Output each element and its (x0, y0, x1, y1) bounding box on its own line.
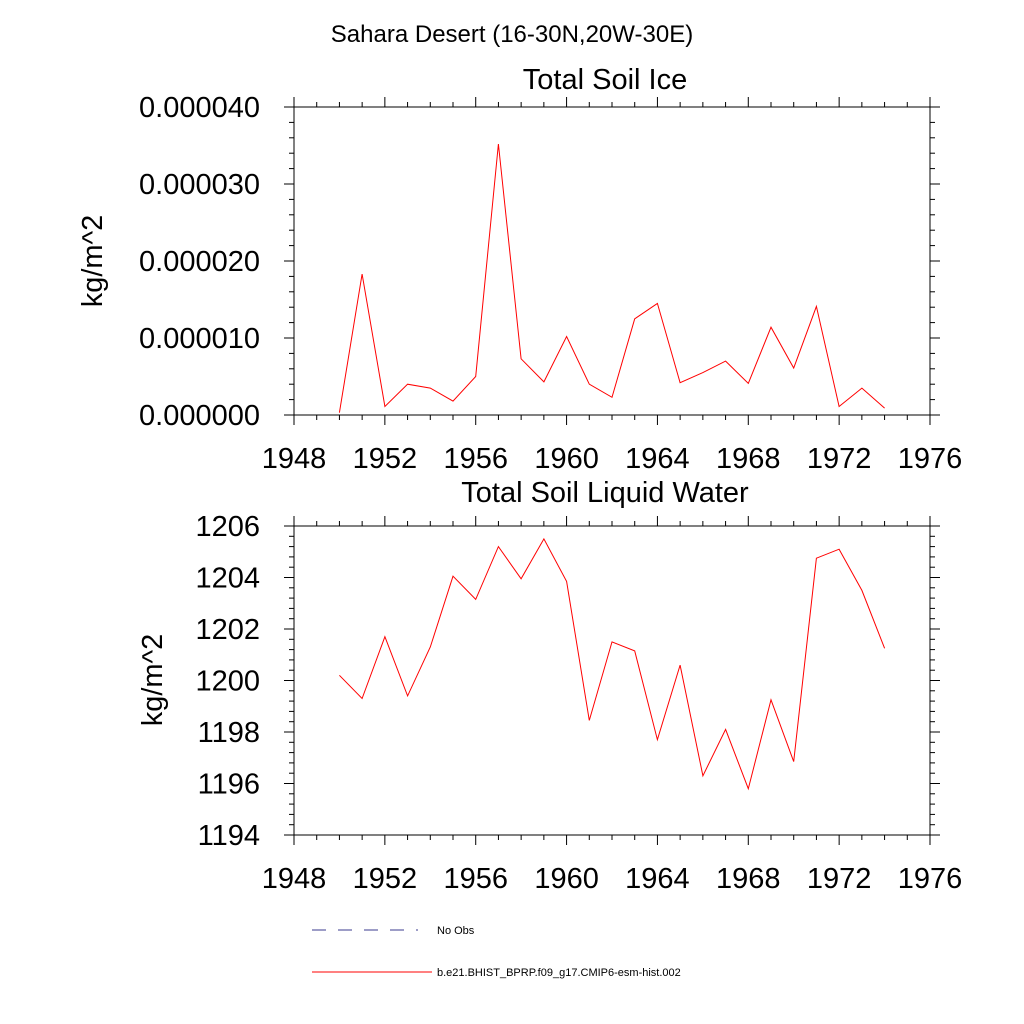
y-tick-label: 1204 (195, 563, 260, 595)
panel-title: Total Soil Ice (523, 64, 687, 96)
x-tick-label: 1960 (534, 443, 599, 475)
plot-frame (293, 525, 931, 836)
y-tick-label: 1196 (198, 769, 260, 801)
panel-total-soil-liquid-water: Total Soil Liquid Water kg/m^2 1948 1952 1… (137, 477, 962, 895)
x-tick-label: 1964 (625, 863, 690, 895)
y-axis-label: kg/m^2 (137, 634, 169, 727)
x-tick-label: 1956 (443, 443, 508, 475)
x-tick-label: 1976 (898, 863, 963, 895)
x-tick-label: 1952 (353, 863, 418, 895)
x-tick-label: 1972 (807, 863, 872, 895)
y-tick-label: 1200 (195, 666, 260, 698)
legend: No Obs b.e21.BHIST_BPRP.f09_g17.CMIP6-es… (312, 925, 681, 979)
y-tick-label: 1198 (198, 717, 260, 749)
series-line (338, 143, 885, 413)
series-line (339, 537, 886, 791)
x-tick-label: 1948 (262, 443, 327, 475)
x-tick-labels: 1948 1952 1956 1960 1964 1968 1972 1976 (262, 443, 963, 475)
x-tick-label: 1960 (534, 863, 599, 895)
y-axis-label: kg/m^2 (77, 215, 109, 308)
plot-frame (293, 106, 931, 416)
x-tick-label: 1968 (716, 443, 781, 475)
legend-label-obs: No Obs (437, 925, 475, 937)
panel-total-soil-ice: Total Soil Ice kg/m^2 1948 1952 1956 1960 19… (77, 64, 962, 475)
x-tick-label: 1948 (262, 863, 327, 895)
y-tick-label: 0.000010 (139, 323, 260, 355)
y-tick-label: 0.000020 (139, 246, 260, 278)
series-lines (339, 537, 886, 791)
x-tick-label: 1972 (807, 443, 872, 475)
x-tick-labels: 1948 1952 1956 1960 1964 1968 1972 1976 (262, 863, 963, 895)
x-tick-label: 1952 (353, 443, 418, 475)
y-tick-labels: 1194 1196 1198 1200 1202 1204 1206 (195, 511, 260, 852)
y-tick-labels: 0.000000 0.000010 0.000020 0.000030 0.000040 (139, 92, 260, 432)
x-tick-label: 1956 (443, 863, 508, 895)
y-tick-label: 0.000030 (139, 169, 260, 201)
x-tick-label: 1964 (625, 443, 690, 475)
panel-title: Total Soil Liquid Water (461, 477, 749, 509)
y-tick-label: 1194 (198, 820, 260, 852)
axis-ticks (284, 516, 940, 845)
y-tick-label: 0.000040 (139, 92, 260, 124)
figure-title: Sahara Desert (16-30N,20W-30E) (331, 21, 693, 48)
y-tick-label: 1206 (195, 511, 260, 543)
y-tick-label: 0.000000 (139, 400, 260, 432)
x-tick-label: 1976 (898, 443, 963, 475)
x-tick-label: 1968 (716, 863, 781, 895)
legend-label-model: b.e21.BHIST_BPRP.f09_g17.CMIP6-esm-hist.… (437, 967, 681, 979)
series-lines (338, 143, 885, 413)
y-tick-label: 1202 (195, 614, 260, 646)
axis-ticks (284, 97, 940, 425)
